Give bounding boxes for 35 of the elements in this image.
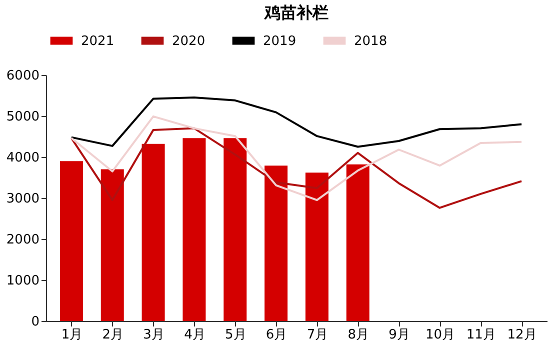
x-tick-label: 1月 bbox=[61, 328, 83, 342]
x-tick-label: 10月 bbox=[425, 328, 455, 342]
legend-label: 2020 bbox=[172, 34, 206, 49]
bar bbox=[60, 161, 83, 321]
y-tick-label: 2000 bbox=[6, 232, 40, 248]
line-series bbox=[70, 96, 523, 148]
x-tick-label: 5月 bbox=[224, 328, 246, 342]
line-series bbox=[70, 127, 523, 209]
legend-label: 2018 bbox=[354, 34, 388, 49]
bar bbox=[142, 144, 165, 321]
y-tick-label: 5000 bbox=[6, 110, 40, 124]
x-tick-label: 12月 bbox=[507, 328, 537, 342]
x-tick-label: 3月 bbox=[143, 328, 164, 342]
x-tick-label: 6月 bbox=[266, 328, 288, 342]
line-series bbox=[70, 115, 523, 202]
bar bbox=[305, 172, 328, 321]
bar bbox=[182, 138, 206, 321]
x-tick-label: 11月 bbox=[466, 328, 496, 342]
chart-title: 鸡苗补栏 bbox=[264, 3, 328, 22]
y-tick-label: 4000 bbox=[6, 150, 40, 166]
y-tick-label: 6000 bbox=[6, 68, 40, 84]
x-tick-label: 9月 bbox=[388, 328, 410, 342]
x-tick-label: 2月 bbox=[102, 328, 124, 342]
legend-label: 2021 bbox=[81, 34, 114, 49]
bar bbox=[224, 138, 247, 321]
y-tick-label: 1000 bbox=[6, 274, 40, 288]
x-tick-label: 8月 bbox=[348, 328, 370, 342]
bar bbox=[346, 164, 370, 321]
x-tick-label: 7月 bbox=[306, 328, 328, 342]
bar bbox=[100, 169, 124, 321]
y-tick-label: 3000 bbox=[6, 192, 40, 206]
x-tick-label: 4月 bbox=[184, 328, 206, 342]
y-tick-label: 0 bbox=[31, 314, 40, 330]
bar bbox=[264, 166, 288, 321]
legend-label: 2019 bbox=[263, 34, 296, 49]
